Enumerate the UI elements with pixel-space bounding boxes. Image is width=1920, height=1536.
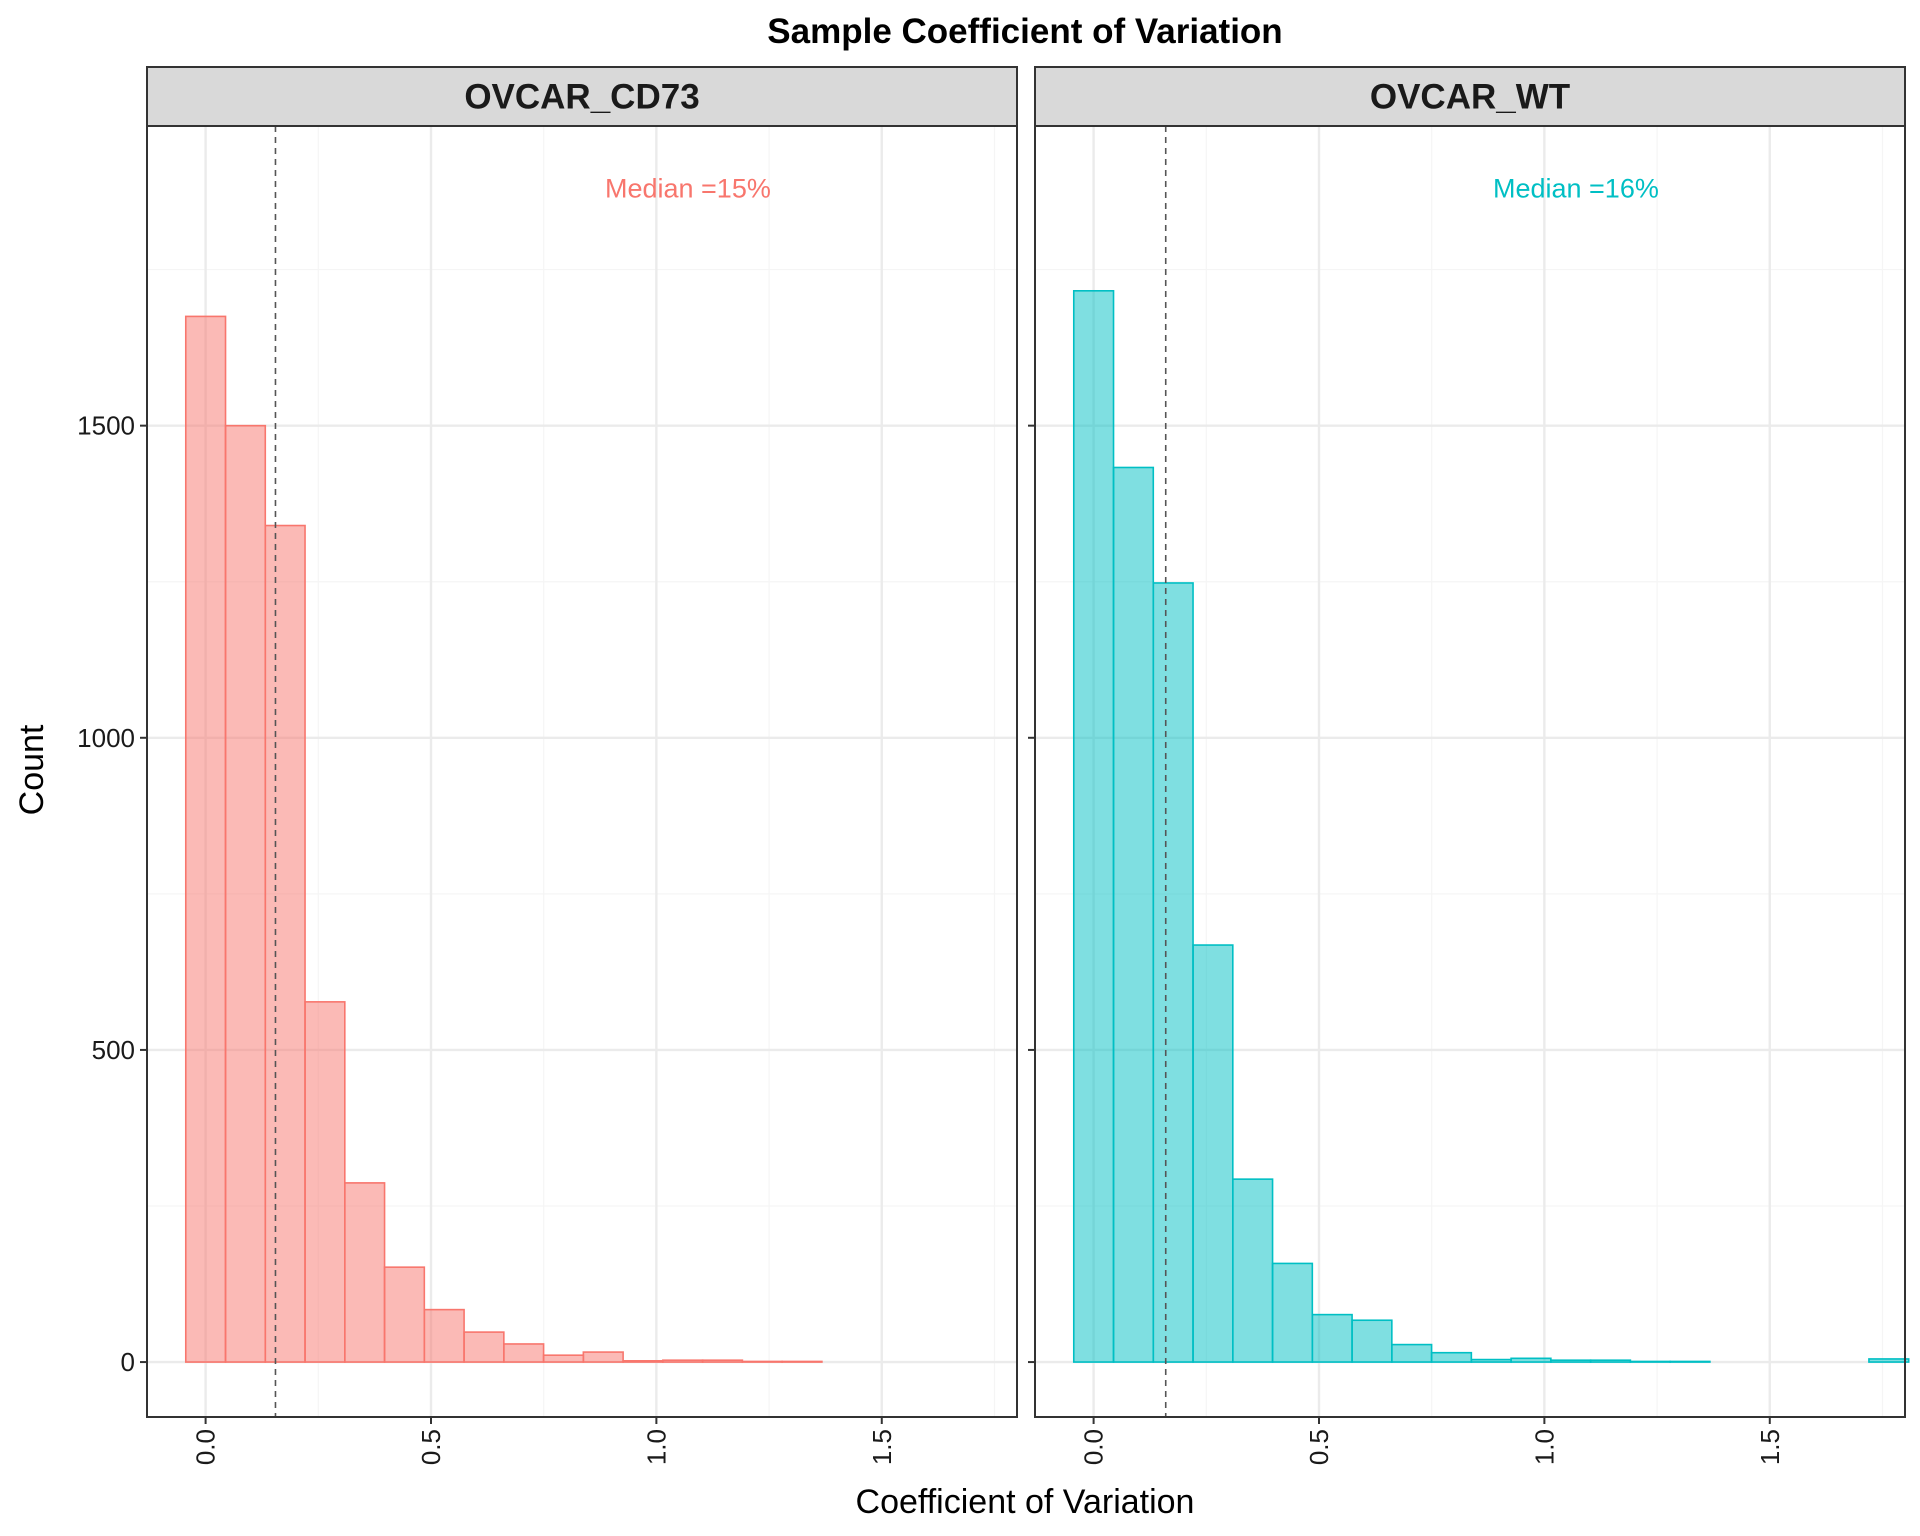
x-tick-label: 0.5 <box>1304 1429 1334 1465</box>
histogram-bar <box>1192 944 1234 1363</box>
histogram-bar <box>1589 1359 1632 1363</box>
histogram-bar <box>1391 1343 1433 1363</box>
facet-strip-label: OVCAR_WT <box>1370 78 1570 117</box>
plot-title: Sample Coefficient of Variation <box>767 12 1282 51</box>
histogram-bar <box>1112 466 1155 1363</box>
histogram-bar <box>1629 1360 1671 1363</box>
histogram-bar <box>582 1351 624 1363</box>
y-axis-title: Count <box>13 724 51 815</box>
histogram-bar <box>1271 1262 1314 1363</box>
histogram-bar <box>1152 582 1194 1363</box>
histogram-bar <box>1868 1358 1910 1363</box>
y-tick-label: 1500 <box>77 411 135 441</box>
x-axis-title: Coefficient of Variation <box>856 1483 1195 1521</box>
histogram-bar <box>781 1360 823 1363</box>
y-tick-label: 1000 <box>77 723 135 753</box>
histogram-bar <box>701 1359 744 1363</box>
x-tick-label: 0.5 <box>416 1429 446 1465</box>
histogram-bar <box>1072 290 1115 1363</box>
histogram-bar <box>344 1182 386 1363</box>
facet-strip <box>1034 66 1906 127</box>
x-tick-label: 1.5 <box>1755 1429 1785 1465</box>
histogram-bar <box>1669 1360 1711 1363</box>
histogram-bar <box>662 1359 704 1363</box>
x-tick-label: 1.5 <box>867 1429 897 1465</box>
panel-ovcar-cd73: Median =15% OVCAR_CD73 0.0 0.5 1.0 1.5 0 500 100… <box>77 66 1018 1465</box>
histogram-bar <box>542 1354 585 1363</box>
x-tick-label: 0.0 <box>1079 1429 1109 1465</box>
histogram-bar <box>1430 1351 1473 1363</box>
facet-strip <box>146 66 1018 127</box>
histogram-bar <box>383 1266 426 1363</box>
histogram-bar <box>463 1331 505 1363</box>
facet-strip-label: OVCAR_CD73 <box>464 78 699 117</box>
median-annotation: Median =16% <box>1493 173 1659 203</box>
histogram-bar <box>741 1360 783 1363</box>
x-tick-label: 1.0 <box>1529 1429 1559 1465</box>
histogram-bar <box>1232 1178 1274 1363</box>
histogram-bar <box>1351 1319 1393 1363</box>
y-tick-label: 500 <box>92 1035 135 1065</box>
x-tick-label: 1.0 <box>641 1429 671 1465</box>
x-tick-label: 0.0 <box>191 1429 221 1465</box>
histogram-bar <box>423 1308 465 1363</box>
median-annotation: Median =15% <box>605 173 771 203</box>
histogram-bar <box>1311 1313 1353 1363</box>
histogram-bar <box>224 424 267 1363</box>
histogram-bar <box>184 315 227 1363</box>
histogram-bar <box>264 524 306 1363</box>
histogram-bar <box>1510 1357 1552 1363</box>
histogram-bar <box>503 1343 545 1363</box>
histogram-bar <box>1470 1358 1512 1363</box>
histogram-bar <box>622 1360 664 1363</box>
histogram-bar <box>304 1001 346 1363</box>
y-tick-label: 0 <box>121 1347 135 1377</box>
panel-ovcar-wt: Median =16% OVCAR_WT 0.0 0.5 1.0 1.5 <box>1028 66 1910 1465</box>
facet-panels: Median =15% OVCAR_CD73 0.0 0.5 1.0 1.5 0 500 100… <box>77 66 1910 1465</box>
histogram-bar <box>1550 1359 1592 1363</box>
